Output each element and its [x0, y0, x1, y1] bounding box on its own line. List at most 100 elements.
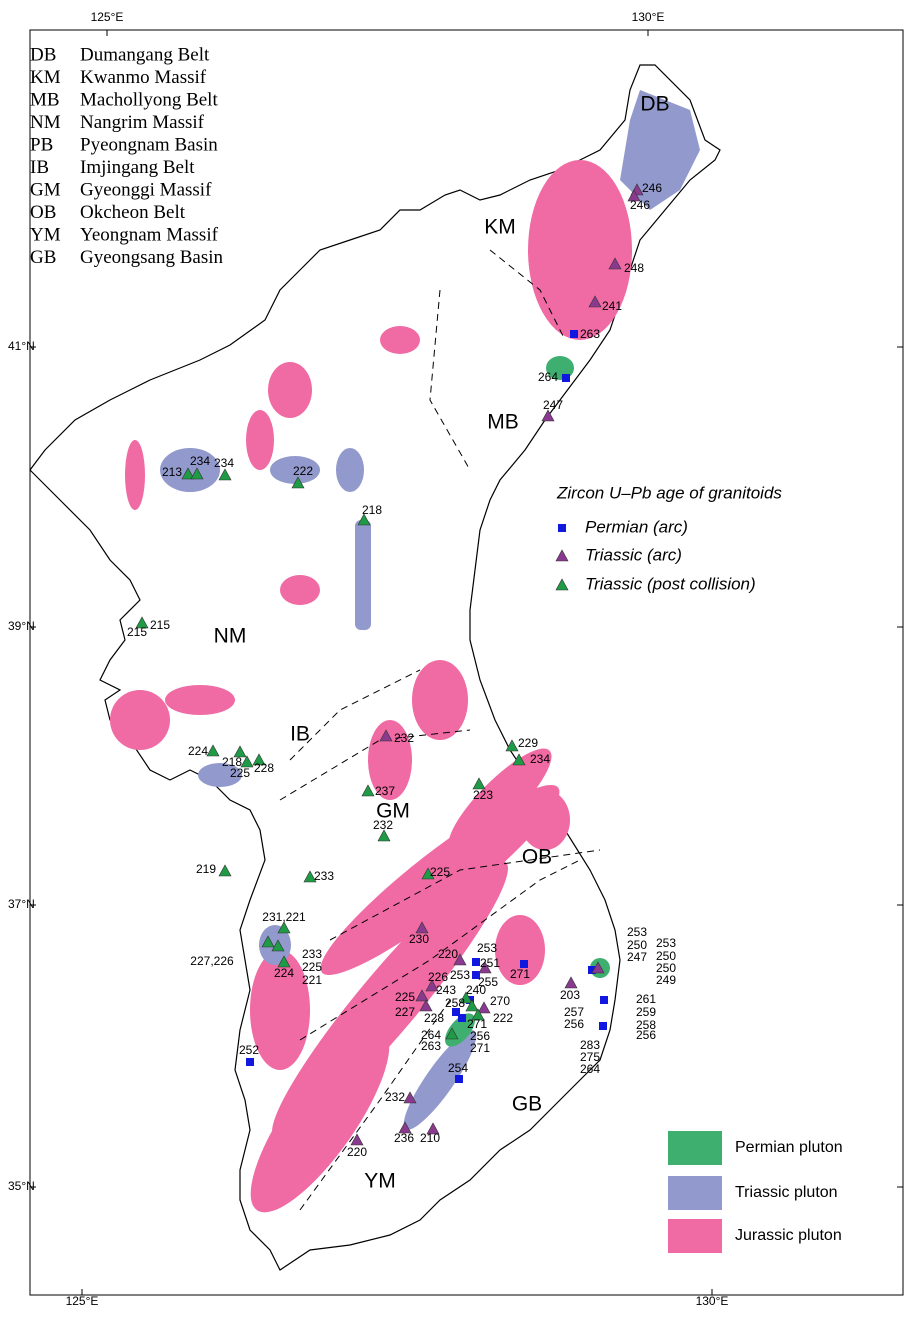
triassic-post-marker: [471, 1008, 485, 1021]
triassic-post-marker: [505, 739, 519, 752]
abbreviation-code: PB: [30, 134, 53, 155]
sample-age: 225: [430, 865, 450, 879]
triassic-post-marker: [261, 935, 275, 948]
latitude-label: 41°N: [8, 339, 35, 353]
sample-age: 218: [222, 755, 242, 769]
sample-age: 233: [302, 947, 322, 961]
triassic-arc-marker: [591, 961, 605, 974]
triassic-arc-marker: [426, 1122, 440, 1135]
permian-arc-marker: [472, 971, 480, 979]
triassic-arc-marker: [608, 257, 622, 270]
sample-age: 221: [302, 973, 322, 987]
triassic-post-marker: [421, 867, 435, 880]
longitude-label: 125°E: [91, 10, 124, 24]
region-label: YM: [364, 1170, 396, 1193]
triassic-post-marker: [218, 468, 232, 481]
sample-age: 219: [196, 862, 216, 876]
abbreviation-code: IB: [30, 157, 49, 178]
sample-age: 254: [448, 1061, 468, 1075]
region-label: OB: [522, 846, 552, 869]
pluton-swatch: [668, 1219, 722, 1253]
sample-age: 247: [627, 950, 647, 964]
abbreviation-name: Nangrim Massif: [80, 112, 205, 133]
triassic-arc-marker: [415, 989, 429, 1002]
legend-entry: Permian (arc): [585, 517, 688, 536]
triassic-arc-marker: [415, 921, 429, 934]
sample-age: 232: [373, 818, 393, 832]
sample-age: 271: [470, 1041, 490, 1055]
sample-markers: [135, 183, 644, 1146]
triassic-post-marker: [181, 467, 195, 480]
region-label: GM: [376, 800, 410, 823]
sample-age: 264: [538, 370, 558, 384]
sample-age: 232: [394, 731, 414, 745]
sample-age: 255: [478, 975, 498, 989]
sample-age: 261: [636, 992, 656, 1006]
latitude-label: 35°N: [8, 1179, 35, 1193]
sample-age: 234: [214, 456, 234, 470]
permian-arc-marker: [455, 1075, 463, 1083]
sample-age: 251: [480, 956, 500, 970]
sample-age: 225: [230, 766, 250, 780]
triassic-arc-marker: [627, 189, 641, 202]
region-label: DB: [640, 93, 669, 116]
sample-age: 256: [470, 1029, 490, 1043]
sample-age: 247: [543, 398, 563, 412]
sample-age: 227,226: [190, 954, 234, 968]
permian-arc-marker: [520, 960, 528, 968]
sample-age: 229: [518, 736, 538, 750]
sample-age: 218: [362, 503, 382, 517]
region-label: MB: [487, 411, 519, 434]
sample-age: 257: [564, 1005, 584, 1019]
abbreviation-name: Dumangang Belt: [80, 44, 210, 65]
triassic-post-marker: [271, 939, 285, 952]
permian-arc-marker: [472, 958, 480, 966]
triassic-post-marker: [361, 784, 375, 797]
sample-age: 225: [302, 960, 322, 974]
sample-age: 222: [293, 464, 313, 478]
abbreviation-code: GB: [30, 247, 56, 268]
triassic-arc-marker: [425, 979, 439, 992]
sample-age: 227: [395, 1005, 415, 1019]
sample-age: 252: [239, 1043, 259, 1057]
legend-title: Zircon U–Pb age of granitoids: [556, 483, 782, 502]
sample-age: 263: [580, 327, 600, 341]
triassic-post-marker: [218, 864, 232, 877]
triassic-post-marker: [377, 829, 391, 842]
sample-age: 264: [580, 1062, 600, 1076]
boundaries: [279, 249, 601, 1211]
triassic-arc-marker: [541, 409, 555, 422]
triassic-arc-marker: [478, 961, 492, 974]
labels: 125°E 130°E 125°E 130°E 41°N 39°N 37°N 35°N DB Du…: [8, 10, 843, 1308]
sample-age: 222: [493, 1011, 513, 1025]
abbreviation-name: Okcheon Belt: [80, 202, 186, 223]
abbreviation-name: Gyeongsang Basin: [80, 247, 224, 268]
triassic-post-marker: [512, 753, 526, 766]
sample-age: 264: [421, 1028, 441, 1042]
triassic-post-marker: [233, 745, 247, 758]
sample-age: 228: [254, 761, 274, 775]
sample-age: 232: [385, 1090, 405, 1104]
region-label: KM: [484, 216, 516, 239]
longitude-label: 130°E: [632, 10, 665, 24]
sample-age: 246: [642, 181, 662, 195]
triassic-post-marker: [135, 616, 149, 629]
abbreviation-code: NM: [30, 112, 61, 133]
triassic-arc-marker: [398, 1121, 412, 1134]
permian-arc-marker: [246, 1058, 254, 1066]
triassic-post-marker: [240, 755, 254, 768]
sample-age: 258: [636, 1018, 656, 1032]
sample-age: 258: [445, 996, 465, 1010]
triassic-post-marker: [555, 578, 569, 591]
triassic-post-marker: [277, 921, 291, 934]
sample-age: 240: [466, 983, 486, 997]
abbreviation-name: Imjingang Belt: [80, 157, 195, 178]
sample-age: 283: [580, 1038, 600, 1052]
latitude-label: 37°N: [8, 897, 35, 911]
sample-age: 250: [656, 949, 676, 963]
abbreviation-name: Gyeonggi Massif: [80, 179, 212, 200]
sample-age: 226: [428, 970, 448, 984]
abbreviation-code: KM: [30, 67, 61, 88]
